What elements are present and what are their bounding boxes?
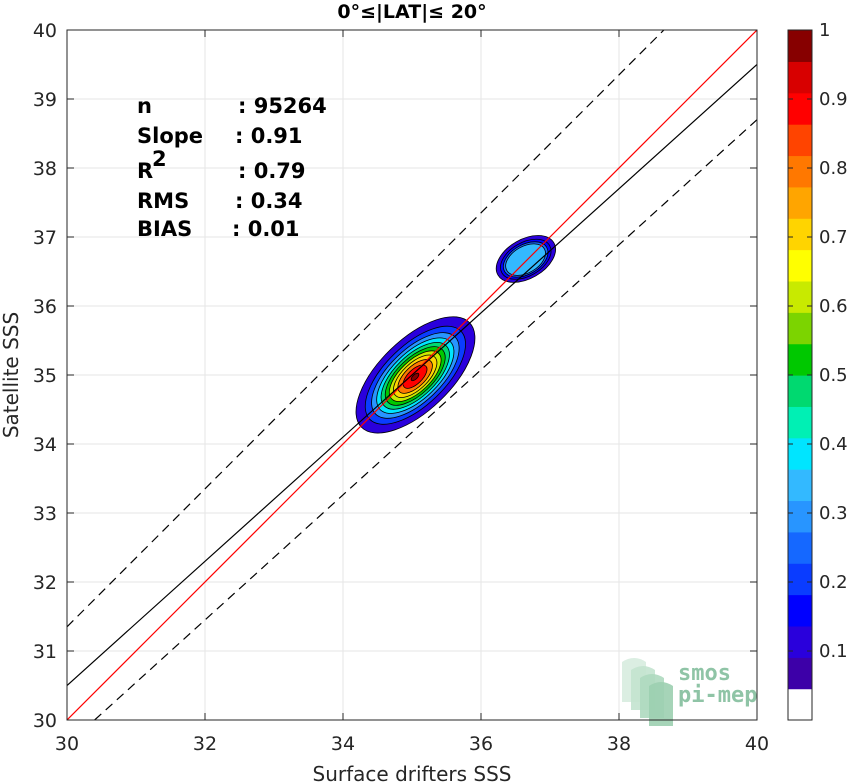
colorbar: 0.1 0.2 0.3 0.4 0.5 0.6 0.7 0.8 0.9 1 [787,20,848,721]
logo-mark [622,658,673,726]
y-tick-label: 31 [33,641,57,663]
x-axis-label: Surface drifters SSS [313,762,512,784]
colorbar-tick-label: 0.5 [819,365,848,386]
x-tick-label: 34 [331,733,355,755]
colorbar-segment [788,657,812,690]
colorbar-segment [788,437,812,470]
colorbar-segment [788,594,812,627]
colorbar-tick-label: 1 [819,20,830,41]
colorbar-segment [788,61,812,94]
colorbar-segment [788,406,812,439]
x-tick-label: 40 [745,733,769,755]
stat-key-n: n [137,94,152,118]
colorbar-segment [788,155,812,188]
x-tick-label: 38 [607,733,631,755]
chart-title: 0°≤|LAT|≤ 20° [337,1,486,23]
colorbar-segment [788,186,812,219]
colorbar-segment [788,500,812,533]
y-tick-label: 38 [33,158,57,180]
colorbar-tick-label: 0.7 [819,227,848,248]
colorbar-segment [788,312,812,345]
x-axis-ticks: 30 32 34 36 38 40 [55,30,769,755]
x-tick-label: 36 [469,733,493,755]
y-tick-label: 30 [33,710,57,732]
stat-key-r: R [137,159,153,183]
colorbar-segment [788,124,812,157]
colorbar-segment [788,688,812,721]
logo-wave [649,682,673,726]
stats-box: n : 95264 Slope : 0.91 R2 : 0.79 RMS : 0.34 BIAS… [137,94,327,241]
logo-line1: smos [678,661,731,686]
upper-bound-line [67,30,665,628]
stat-value-slope: : 0.91 [235,124,303,148]
y-tick-label: 34 [33,434,57,456]
y-tick-label: 32 [33,572,57,594]
y-tick-label: 36 [33,296,57,318]
colorbar-tick-label: 0.3 [819,503,848,524]
colorbar-segment [788,531,812,564]
colorbar-segment [788,563,812,596]
colorbar-segment [788,375,812,407]
stat-key-bias: BIAS [137,217,192,241]
y-axis-label: Satellite SSS [0,312,23,438]
y-axis-ticks: 30 31 32 33 34 35 36 37 38 39 40 [33,20,757,732]
colorbar-segment [788,343,812,376]
colorbar-tick-label: 0.9 [819,89,848,110]
contour-level [410,372,420,382]
colorbar-tick-label: 0.8 [819,158,848,179]
colorbar-tick-label: 0.6 [819,296,848,317]
colorbar-segment [788,625,812,658]
stat-value-n: : 95264 [238,94,327,118]
colorbar-segment [788,218,812,251]
stat-value-rms: : 0.34 [235,189,303,213]
y-tick-label: 35 [33,365,57,387]
y-tick-label: 39 [33,89,57,111]
colorbar-segment [788,30,812,62]
stat-key-rms: RMS [137,189,189,213]
x-tick-label: 30 [55,733,79,755]
logo-line2: pi-mep [678,683,757,708]
y-tick-label: 37 [33,227,57,249]
y-tick-label: 33 [33,503,57,525]
y-tick-label: 40 [33,20,57,42]
colorbar-segment [788,469,812,502]
stat-key-slope: Slope [137,124,203,148]
regression-line [67,64,757,686]
x-tick-label: 32 [193,733,217,755]
colorbar-tick-label: 0.4 [819,434,848,455]
colorbar-segment [788,280,812,313]
stat-value-bias: : 0.01 [232,217,300,241]
colorbar-tick-label: 0.2 [819,572,848,593]
stat-key-sup: 2 [152,147,167,171]
colorbar-segment [788,249,812,282]
colorbar-tick-label: 0.1 [819,641,848,662]
fit-lines [67,30,757,720]
smos-pimep-logo: smos pi-mep [622,658,757,726]
colorbar-segment [788,92,812,125]
stat-value-r: : 0.79 [238,159,306,183]
